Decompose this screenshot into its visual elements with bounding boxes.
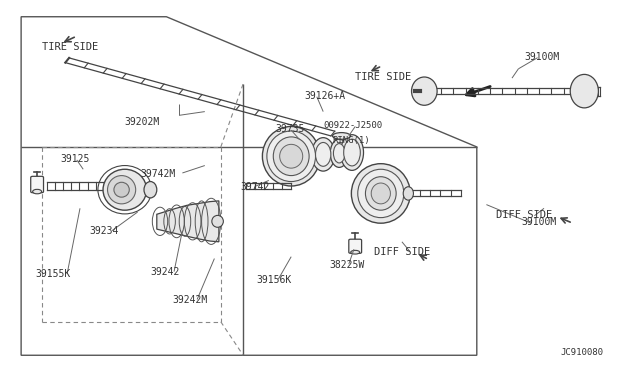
- Ellipse shape: [273, 137, 309, 176]
- Text: 39735: 39735: [275, 124, 305, 134]
- Text: DIFF SIDE: DIFF SIDE: [374, 247, 431, 257]
- Text: 39126+A: 39126+A: [304, 90, 345, 100]
- Text: RING(1): RING(1): [333, 136, 371, 145]
- Ellipse shape: [108, 176, 136, 204]
- Ellipse shape: [344, 139, 360, 166]
- Ellipse shape: [280, 144, 303, 168]
- Ellipse shape: [340, 135, 364, 170]
- Text: 00922-J2500: 00922-J2500: [323, 121, 382, 130]
- Text: 39242: 39242: [150, 267, 180, 277]
- Text: TIRE SIDE: TIRE SIDE: [42, 42, 98, 52]
- Ellipse shape: [358, 169, 404, 218]
- Ellipse shape: [351, 250, 360, 254]
- Ellipse shape: [333, 132, 351, 139]
- Ellipse shape: [267, 131, 316, 182]
- Ellipse shape: [312, 138, 335, 171]
- Ellipse shape: [570, 74, 598, 108]
- Ellipse shape: [33, 189, 42, 194]
- Text: DIFF SIDE: DIFF SIDE: [496, 209, 552, 219]
- Text: TIRE SIDE: TIRE SIDE: [355, 72, 412, 82]
- Text: 39202M: 39202M: [125, 116, 160, 126]
- Ellipse shape: [403, 187, 413, 200]
- Ellipse shape: [144, 182, 157, 198]
- FancyBboxPatch shape: [349, 239, 362, 253]
- Text: 39156K: 39156K: [256, 275, 291, 285]
- Text: 39125: 39125: [61, 154, 90, 164]
- Ellipse shape: [333, 144, 345, 163]
- Text: 38225W: 38225W: [330, 260, 365, 270]
- Text: 39742: 39742: [240, 182, 269, 192]
- Ellipse shape: [262, 126, 320, 186]
- Ellipse shape: [365, 177, 396, 210]
- Text: 39234: 39234: [90, 226, 119, 236]
- Text: 39100M: 39100M: [525, 51, 560, 61]
- Ellipse shape: [316, 142, 331, 166]
- Ellipse shape: [212, 215, 223, 227]
- Text: JC910080: JC910080: [560, 348, 603, 357]
- Ellipse shape: [330, 139, 348, 167]
- Text: 39100M: 39100M: [522, 217, 557, 227]
- Polygon shape: [157, 201, 219, 242]
- Text: 39742M: 39742M: [141, 169, 176, 179]
- Ellipse shape: [103, 169, 147, 210]
- Ellipse shape: [412, 77, 437, 105]
- FancyBboxPatch shape: [31, 176, 44, 193]
- Text: 39155K: 39155K: [35, 269, 70, 279]
- Ellipse shape: [114, 182, 129, 197]
- Ellipse shape: [371, 183, 390, 204]
- Text: 39242M: 39242M: [173, 295, 208, 305]
- Ellipse shape: [351, 164, 410, 223]
